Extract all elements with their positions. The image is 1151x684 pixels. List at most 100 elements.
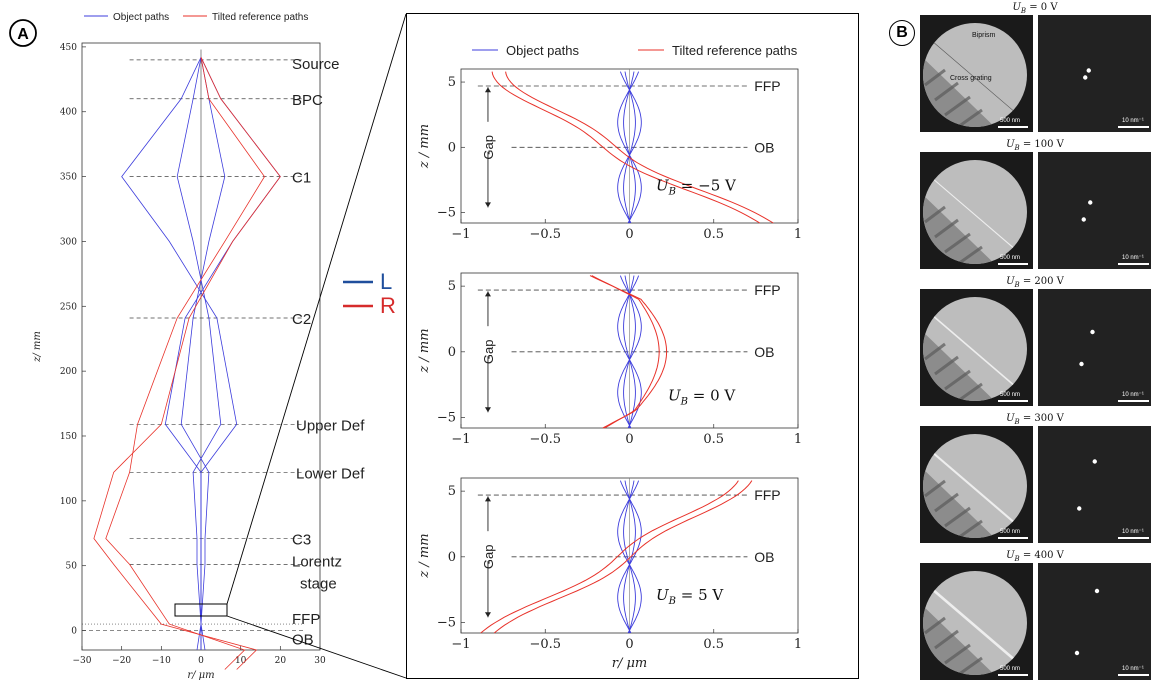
plane-label-stage: stage [300,575,337,592]
lr-key: L R [343,268,403,323]
diffraction-spot [1086,68,1091,73]
diffraction-svg [1081,200,1093,222]
ob-label: OB [754,548,774,564]
y-tick-label: 300 [60,237,77,247]
plane-label: C2 [292,311,311,328]
gap-arrow-head-bottom [484,201,491,207]
row-title-var: U [1012,2,1021,13]
x-tick-label: 0 [198,656,204,666]
plane-label: Source [292,56,340,73]
diffraction-image [1038,289,1151,406]
ffp-label: FFP [754,282,780,298]
row-title-sub: B [1014,144,1020,152]
gap-label-bg [479,530,496,561]
key-label-l: L [380,269,393,294]
y-tick-label: 250 [60,302,77,312]
x-tick-label: 1 [793,432,801,447]
x-tick-label: −1 [451,432,470,447]
biprism-wire [924,34,1027,126]
diffraction-spot [1094,588,1100,594]
gap-label: Gap [480,544,495,569]
x-tick-label: 20 [275,656,287,666]
row-title-val: = 200 V [1019,276,1064,287]
y-tick-label: 5 [447,279,455,294]
object-path [616,70,630,223]
gap-arrow-head-top [484,495,491,501]
diffraction-svg [1077,459,1097,511]
scale-label-recip: 10 nm⁻¹ [1122,392,1144,398]
ffp-label: FFP [754,487,780,503]
key-label-r: R [380,293,396,318]
real-space-svg [923,23,1027,127]
x-tick-label: −0.5 [529,227,561,242]
zoom-subplot-3: −1 −0.5 0 0.5 1 5 0 −5 z / mm FFP OB Gap UB = 5 V [417,477,802,652]
diffraction-spot [1074,650,1080,656]
diffraction-image [1038,426,1151,543]
diffraction-svg [1083,68,1091,80]
object-path [616,274,630,428]
diffraction-spot [1077,506,1082,511]
biprism-wire [924,445,1027,537]
diffraction-image [1038,152,1151,269]
y-tick-label: 150 [60,432,77,442]
gap-arrow-head-bottom [484,406,491,412]
y-tick-label: 450 [60,43,77,53]
diffraction-spot [1090,329,1095,335]
scale-label-recip: 10 nm⁻¹ [1122,255,1144,261]
object-path-2 [176,57,222,651]
gap-arrow-head-top [484,290,491,296]
row-title: UB = 100 V [920,139,1150,152]
real-space-svg [923,571,1027,675]
diffraction-image [1038,15,1151,132]
badge-a-label: A [17,26,29,43]
y-tick-label: 100 [60,497,77,507]
real-space-svg [923,434,1027,538]
scale-bar-real [998,126,1028,128]
biprism-wire [924,171,1027,263]
gap-label-bg [479,121,496,152]
x-tick-label: −1 [451,227,470,242]
scale-bar-real [998,263,1028,265]
y-tick-label: 350 [60,173,77,183]
diffraction-spot [1092,459,1097,464]
badge-a [9,19,37,47]
x-tick-label: 0.5 [703,227,724,242]
real-space-image [920,426,1033,543]
real-space-image [920,563,1033,680]
row-title-var: U [1006,276,1015,287]
legend-tilted-paths: Tilted reference paths [212,12,308,23]
reference-path [479,479,739,633]
legend-object-paths: Object paths [113,12,169,23]
scale-label-real: 500 nm [1000,118,1021,124]
panel-a-plot: Object paths Tilted reference paths −30 −20… [9,12,365,681]
object-path [622,71,630,223]
reference-path [589,274,667,428]
diffraction-spot [1081,217,1086,222]
zoom-x-axis-label: r/ μm [611,656,647,671]
y-axis-label: z / mm [417,533,432,578]
y-tick-label: −5 [436,205,455,220]
y-tick-label: 0 [447,140,455,155]
row-title: UB = 300 V [920,413,1150,426]
y-axis-label: z / mm [417,328,432,373]
ffp-label: FFP [754,77,780,93]
x-tick-label: −30 [73,656,92,666]
y-tick-label: 200 [60,367,77,377]
object-path [628,70,642,223]
scale-bar-recip [1118,263,1149,265]
row-title-var: U [1006,413,1015,424]
row-title: UB = 0 V [920,2,1150,15]
cross-grating-label: Cross grating [950,75,992,82]
gap-arrow-head-top [484,86,491,92]
plane-label: C3 [292,531,311,548]
object-path [628,71,636,223]
ub-label: UB = 5 V [656,586,724,607]
x-tick-label: 1 [793,637,801,652]
scale-label-real: 500 nm [1000,666,1021,672]
y-tick-label: 0 [447,549,455,564]
zoom-subplot-2: −1 −0.5 0 0.5 1 5 0 −5 z / mm FFP OB Gap UB = 0 V [417,272,802,447]
y-tick-label: −5 [436,615,455,630]
zoom-plot: Object paths Tilted reference paths −1 −0.5… [417,43,802,671]
reference-path-1 [93,57,281,670]
ob-label: OB [754,139,774,155]
